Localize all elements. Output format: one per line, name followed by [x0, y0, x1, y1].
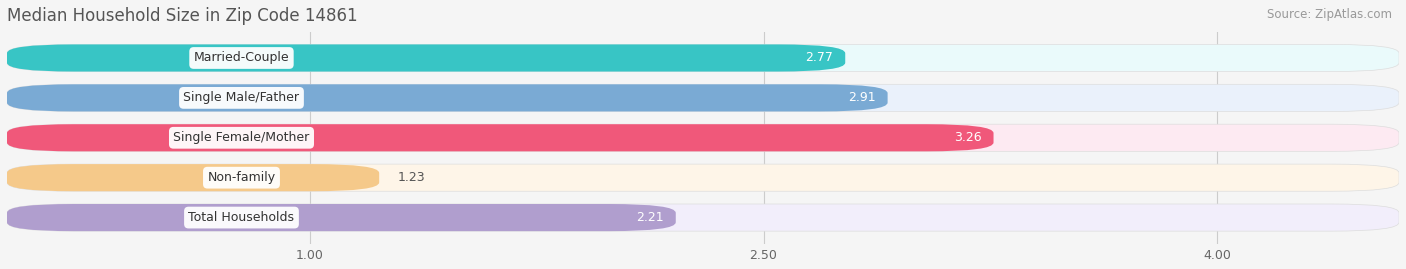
Text: 1.23: 1.23	[398, 171, 425, 184]
Text: Single Male/Father: Single Male/Father	[184, 91, 299, 104]
Text: 2.91: 2.91	[848, 91, 876, 104]
FancyBboxPatch shape	[7, 44, 845, 72]
Text: Median Household Size in Zip Code 14861: Median Household Size in Zip Code 14861	[7, 7, 357, 25]
Text: Non-family: Non-family	[208, 171, 276, 184]
FancyBboxPatch shape	[7, 204, 1399, 231]
FancyBboxPatch shape	[7, 164, 1399, 191]
Text: Source: ZipAtlas.com: Source: ZipAtlas.com	[1267, 8, 1392, 21]
Text: Married-Couple: Married-Couple	[194, 51, 290, 65]
Text: 3.26: 3.26	[953, 131, 981, 144]
Text: 2.77: 2.77	[806, 51, 834, 65]
FancyBboxPatch shape	[7, 124, 1399, 151]
FancyBboxPatch shape	[7, 124, 994, 151]
FancyBboxPatch shape	[7, 44, 1399, 72]
FancyBboxPatch shape	[7, 84, 1399, 111]
Text: Single Female/Mother: Single Female/Mother	[173, 131, 309, 144]
Text: Total Households: Total Households	[188, 211, 294, 224]
FancyBboxPatch shape	[7, 164, 380, 191]
FancyBboxPatch shape	[7, 204, 676, 231]
FancyBboxPatch shape	[7, 84, 887, 111]
Text: 2.21: 2.21	[636, 211, 664, 224]
